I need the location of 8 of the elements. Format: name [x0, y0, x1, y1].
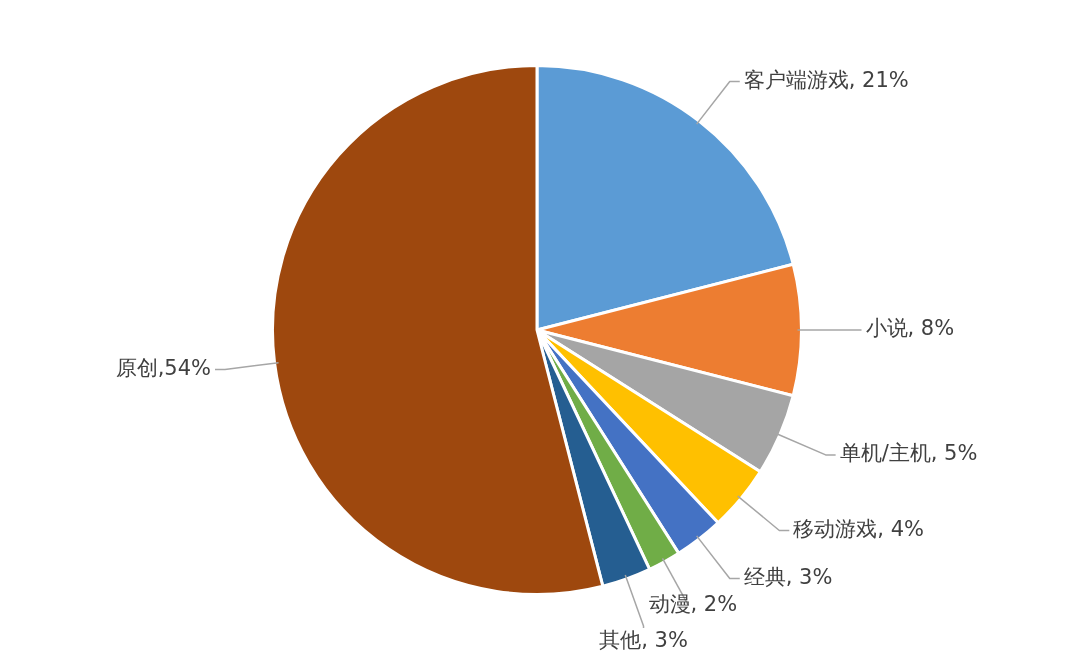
slice-label: 单机/主机, 5%	[839, 441, 978, 466]
slice-label: 原创,54%	[115, 355, 211, 380]
slice-label: 客户端游戏, 21%	[743, 67, 909, 92]
slice-label: 其他, 3%	[599, 628, 688, 653]
slice-label: 移动游戏, 4%	[793, 516, 924, 541]
slice-label: 动漫, 2%	[648, 592, 738, 617]
slice-label: 经典, 3%	[743, 564, 833, 589]
slice-label: 小说, 8%	[865, 316, 955, 341]
